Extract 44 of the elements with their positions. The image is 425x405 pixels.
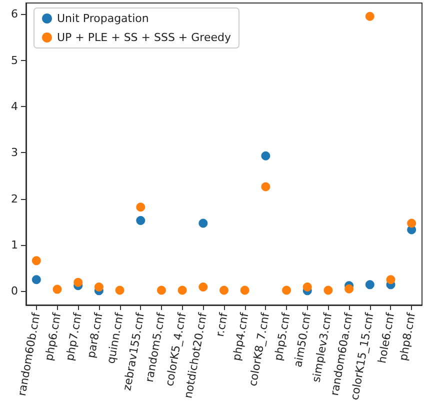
point [115, 286, 124, 295]
x-tick-label: php8.cnf [396, 310, 418, 362]
point [344, 284, 354, 294]
x-tick-label: php7.cnf [63, 310, 85, 362]
x-tick-label: par8.cnf [84, 310, 106, 360]
point [386, 275, 396, 284]
y-tick-label: 0 [11, 284, 18, 298]
x-tick-label: random5.cnf [142, 310, 168, 384]
x-tick-label: quinn.cnf [104, 310, 126, 365]
point [136, 202, 146, 212]
y-tick-label: 1 [11, 238, 18, 252]
point [240, 286, 250, 295]
point [156, 286, 166, 295]
point [74, 278, 83, 287]
legend-label: Unit Propagation [57, 12, 149, 25]
point [324, 286, 333, 295]
point [407, 218, 416, 228]
point [198, 218, 208, 228]
y-tick-label: 4 [11, 100, 18, 113]
x-tick-label: hole6.cnf [375, 310, 398, 364]
point [178, 286, 187, 295]
point [220, 286, 228, 295]
point [52, 284, 62, 294]
point [282, 286, 292, 295]
legend-label: UP + PLE + SS + SSS + Greedy [57, 31, 232, 44]
point [94, 282, 104, 292]
point [365, 280, 374, 290]
point [365, 12, 374, 21]
y-tick-label: 6 [11, 8, 18, 21]
x-tick-label: php4.cnf [230, 310, 252, 362]
x-tick-label: r.cnf [213, 310, 231, 338]
point [198, 282, 208, 292]
point [32, 256, 41, 266]
point [32, 275, 41, 284]
point [261, 182, 270, 192]
x-tick-label: php5.cnf [272, 310, 294, 362]
point [302, 282, 312, 292]
point [261, 151, 270, 160]
y-tick-label: 3 [11, 146, 18, 160]
y-tick-label: 2 [11, 192, 18, 206]
point [136, 216, 146, 225]
y-tick-label: 5 [11, 54, 18, 67]
x-tick-label: php6.cnf [42, 310, 64, 362]
x-tick-label: aim50.cnf [291, 310, 314, 368]
